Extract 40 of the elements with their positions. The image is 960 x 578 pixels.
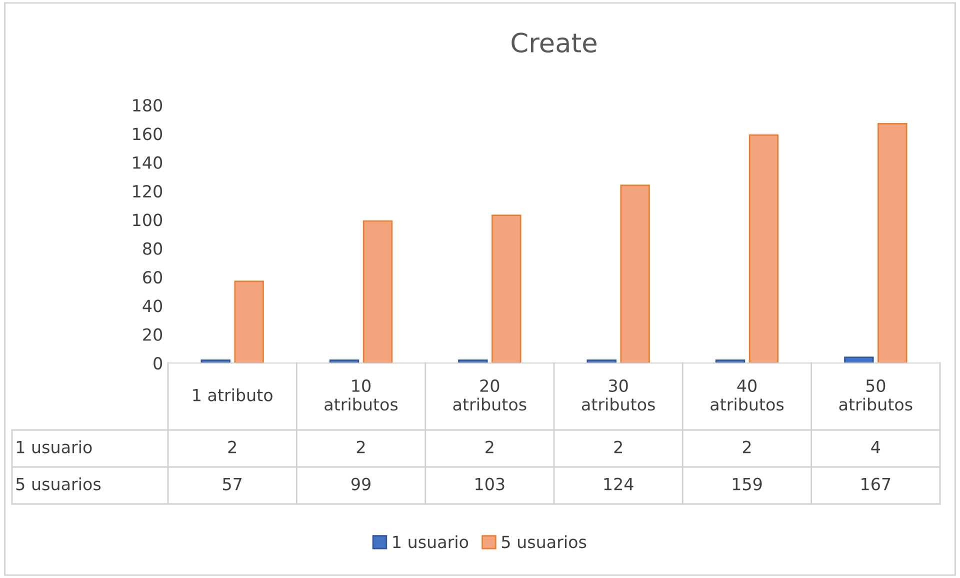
- y-tick-label: 120: [133, 184, 162, 198]
- data-label: 2: [356, 440, 365, 454]
- data-label: 2: [486, 440, 494, 454]
- data-label: 4: [871, 440, 880, 454]
- x-tick-label: 30 atributos: [582, 379, 655, 411]
- bar: [492, 214, 522, 363]
- text: 5 usuarios: [16, 477, 101, 490]
- y-tick-label: 0: [154, 356, 162, 370]
- data-label: 2: [742, 440, 751, 454]
- y-tick-label: 20: [143, 328, 162, 341]
- bar: [362, 220, 393, 363]
- legend-label: 1 usuario: [393, 535, 468, 548]
- y-tick-label: 80: [143, 242, 162, 255]
- bar: [878, 122, 908, 363]
- x-tick-label: 1 atributo: [193, 388, 272, 402]
- legend-label: 5 usuarios: [502, 535, 586, 548]
- data-label: 2: [228, 440, 236, 454]
- data-label: 159: [732, 478, 762, 490]
- bar: [620, 184, 650, 363]
- data-label: 124: [604, 478, 634, 490]
- data-label: 167: [862, 478, 890, 490]
- y-tick-label: 180: [133, 98, 162, 112]
- y-tick-label: 60: [143, 270, 162, 284]
- bar: [234, 280, 264, 363]
- x-tick-label: 10 atributos: [324, 379, 398, 411]
- x-tick-label: 50 atributos: [839, 379, 912, 411]
- x-tick-label: 20 atributos: [453, 379, 526, 411]
- y-tick-label: 40: [142, 300, 162, 312]
- bar: [748, 134, 779, 363]
- text: 1 usuario: [16, 440, 92, 454]
- x-tick-label: 40 atributos: [710, 379, 784, 411]
- data-label: 57: [223, 478, 242, 490]
- data-label: 99: [351, 478, 370, 490]
- data-label: 2: [614, 440, 622, 454]
- bar: [844, 356, 874, 363]
- data-label: 103: [476, 478, 504, 490]
- chart-title: Create: [512, 32, 596, 53]
- y-tick-label: 140: [133, 156, 162, 169]
- y-tick-label: 100: [133, 214, 162, 226]
- y-tick-label: 160: [133, 128, 162, 140]
